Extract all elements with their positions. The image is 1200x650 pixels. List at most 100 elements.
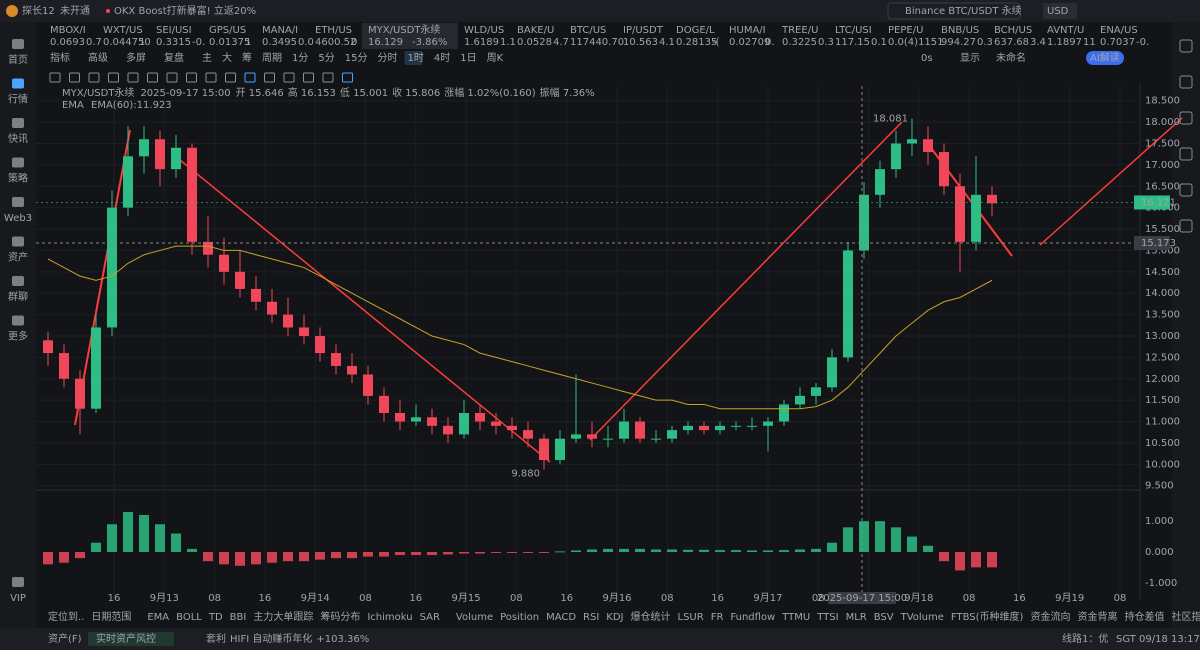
toolbar-item[interactable]: 5分: [318, 52, 334, 64]
toolbar-item[interactable]: 复盘: [164, 51, 184, 64]
macd-bar: [363, 551, 373, 557]
status-arb[interactable]: 套利: [206, 632, 226, 645]
toolbar-item[interactable]: 分时: [377, 52, 397, 64]
toolbar-right[interactable]: 0s: [921, 53, 933, 64]
nav-label[interactable]: 更多: [8, 330, 28, 343]
indicator-tab[interactable]: FTBS(币种维度): [951, 610, 1024, 623]
indicator-tab[interactable]: RSI: [583, 612, 599, 623]
drawing-tool: [264, 72, 275, 83]
ticker-symbol[interactable]: ETH/US: [315, 25, 352, 36]
ticker-symbol[interactable]: DOGE/L: [676, 25, 715, 36]
ticker-symbol[interactable]: TREE/U: [781, 25, 818, 36]
arrow: [179, 159, 551, 463]
macd-bar: [827, 542, 837, 552]
ticker-symbol[interactable]: AVNT/U: [1047, 25, 1084, 36]
toolbar-item[interactable]: 周期: [262, 52, 282, 64]
toolbar-item[interactable]: 指标: [50, 51, 70, 64]
ticker-symbol[interactable]: IP/USDT: [623, 25, 664, 36]
currency[interactable]: USD: [1047, 6, 1069, 17]
legend-symbol: MYX/USDT永续: [62, 86, 134, 99]
indicator-tab[interactable]: 定位到..: [48, 610, 84, 623]
drawing-tool: [147, 72, 158, 83]
indicator-tab[interactable]: MACD: [546, 612, 576, 623]
indicator-tab[interactable]: 持仓差值: [1124, 610, 1164, 623]
macd-bar: [779, 550, 789, 552]
search[interactable]: Binance BTC/USDT 永续: [905, 4, 1022, 17]
ticker-symbol[interactable]: HUMA/I: [729, 25, 766, 36]
nav-label[interactable]: 群聊: [8, 290, 28, 303]
indicator-tab[interactable]: Fundflow: [730, 612, 775, 623]
toolbar-item[interactable]: 周K: [487, 52, 504, 64]
notice[interactable]: OKX Boost打新暴富! 立返20%: [114, 4, 256, 17]
toolbar-right[interactable]: 显示: [960, 52, 980, 64]
candle-body: [507, 425, 517, 431]
ticker-symbol[interactable]: WLD/US: [464, 25, 504, 36]
notice-dot: [106, 9, 110, 13]
nav-label[interactable]: 快讯: [8, 133, 28, 145]
x-tick-label: 08: [1114, 593, 1127, 604]
indicator-tab[interactable]: Volume: [456, 612, 493, 623]
indicator-tab[interactable]: BSV: [874, 612, 894, 623]
indicator-tab[interactable]: KDJ: [606, 612, 623, 623]
toolbar-item[interactable]: 1日: [460, 53, 476, 64]
ticker-symbol[interactable]: ENA/US: [1100, 25, 1138, 36]
ticker-symbol[interactable]: MBOX/I: [50, 25, 86, 36]
ticker-symbol[interactable]: WXT/US: [103, 25, 143, 36]
last-price-box: [1134, 195, 1170, 210]
ticker-symbol[interactable]: BNB/US: [941, 25, 979, 36]
nav-label[interactable]: VIP: [10, 593, 26, 604]
indicator-tab[interactable]: TVolume: [900, 612, 944, 623]
status-risk[interactable]: 实时资产风控: [96, 632, 156, 645]
y-tick-label: 18.500: [1145, 96, 1180, 107]
toolbar-item[interactable]: 多屏: [126, 51, 146, 64]
toolbar-item[interactable]: 主: [202, 52, 212, 64]
macd-bar: [987, 551, 997, 568]
nav-label[interactable]: 行情: [8, 93, 28, 106]
indicator-tab[interactable]: LSUR: [678, 612, 704, 623]
indicator-tab[interactable]: EMA: [147, 612, 169, 623]
drawing-tool: [225, 72, 236, 83]
indicator-tab[interactable]: 爆仓统计: [631, 610, 671, 623]
ticker-symbol[interactable]: BTC/US: [570, 25, 606, 36]
ticker-symbol[interactable]: GPS/US: [209, 25, 246, 36]
indicator-tab[interactable]: Ichimoku: [367, 612, 412, 623]
toolbar-item[interactable]: 4时: [434, 52, 450, 64]
indicator-tab[interactable]: 资金流向: [1030, 610, 1070, 623]
indicator-tab[interactable]: TTMU: [781, 612, 810, 623]
toolbar-item[interactable]: 15分: [345, 52, 368, 64]
indicator-tab[interactable]: Position: [500, 612, 539, 623]
ticker-symbol[interactable]: BCH/US: [994, 25, 1032, 36]
indicator-tab[interactable]: TD: [208, 612, 223, 623]
toolbar-item[interactable]: 1时: [407, 52, 423, 64]
indicator-tab[interactable]: 筹码分布: [320, 610, 360, 623]
macd-bar: [811, 548, 821, 552]
nav-label[interactable]: Web3: [4, 213, 32, 224]
toolbar-right[interactable]: 未命名: [996, 51, 1026, 64]
ticker-change: 0: [351, 37, 357, 48]
indicator-tab[interactable]: FR: [711, 612, 724, 623]
indicator-tab[interactable]: TTSI: [816, 612, 838, 623]
ticker-symbol[interactable]: PEPE/U: [888, 25, 923, 36]
toolbar-item[interactable]: 高级: [88, 51, 108, 64]
ticker-symbol[interactable]: BAKE/U: [517, 25, 554, 36]
indicator-tab[interactable]: BBI: [230, 612, 247, 623]
toolbar-item[interactable]: 大: [222, 51, 232, 64]
indicator-tab[interactable]: BOLL: [176, 612, 202, 623]
nav-label[interactable]: 策略: [8, 172, 28, 185]
indicator-tab[interactable]: SAR: [420, 612, 440, 623]
nav-label[interactable]: 首页: [8, 53, 28, 66]
ticker-symbol[interactable]: LTC/USI: [835, 25, 872, 36]
ticker-symbol[interactable]: MYX/USDT永续: [368, 23, 440, 36]
indicator-tab[interactable]: 资金背离: [1077, 610, 1117, 623]
indicator-tab[interactable]: MLR: [846, 612, 867, 623]
nav-icon: [12, 157, 24, 168]
toolbar-right[interactable]: AI解读: [1090, 51, 1120, 64]
ticker-symbol[interactable]: SEI/USI: [156, 25, 192, 36]
ticker-symbol[interactable]: MANA/I: [262, 25, 298, 36]
indicator-tab[interactable]: 社区指标: [1171, 610, 1200, 623]
toolbar-item[interactable]: 筹: [242, 51, 252, 64]
indicator-tab[interactable]: 主力大单跟踪: [253, 610, 313, 623]
indicator-tab[interactable]: 日期范围: [91, 610, 131, 623]
toolbar-item[interactable]: 1分: [292, 52, 308, 64]
nav-label[interactable]: 资产: [8, 251, 28, 264]
